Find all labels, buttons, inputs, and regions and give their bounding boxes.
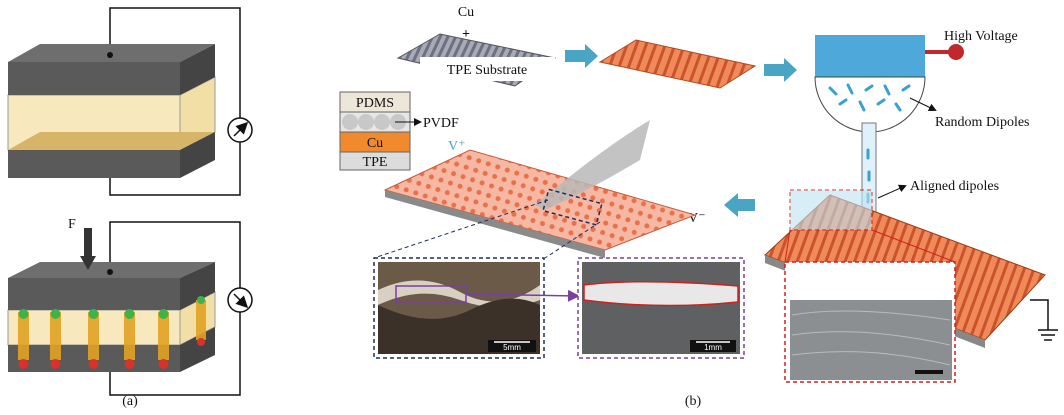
micrograph-sem-part: [584, 282, 738, 306]
device-unpressed-part: [107, 52, 113, 58]
electrospinning-head-part: [815, 35, 925, 77]
device-pressed-part-part: [158, 312, 169, 360]
device-pressed-part: [107, 269, 113, 275]
device-pressed-part-part: [124, 312, 135, 360]
device-unpressed-part: [8, 150, 180, 178]
force-label: F: [68, 217, 76, 232]
device-pressed-part-part: [50, 312, 61, 360]
layer-stack-part-part: [374, 114, 390, 130]
copper-strip: [600, 40, 755, 88]
substrate-strip: [398, 34, 555, 86]
figure: F (a) Cu + TPE Substrate High Voltage Ra…: [0, 0, 1064, 415]
device-pressed-part-part: [51, 309, 61, 319]
device-pressed-part-part: [19, 359, 29, 369]
device-unpressed: [8, 8, 252, 195]
device-pressed-part-part: [89, 359, 99, 369]
corrugated-sheet-part: [1030, 300, 1058, 340]
process-arrow: [565, 44, 598, 68]
device-unpressed-part: [8, 132, 215, 150]
device-unpressed-part: [8, 62, 180, 95]
random-dipoles-label: Random Dipoles: [935, 115, 1030, 130]
caption-b: (b): [685, 394, 702, 409]
device-pressed-part-part: [196, 300, 206, 340]
corrugated-sheet-part: [915, 370, 943, 374]
caption-a: (a): [122, 394, 138, 409]
process-arrow: [724, 193, 755, 217]
process-arrow: [764, 58, 797, 82]
device-pressed-part-part: [89, 309, 99, 319]
v-plus-label: V⁺: [448, 139, 466, 154]
device-pressed-part-part: [19, 309, 29, 319]
aligned-dipoles-label: Aligned dipoles: [910, 179, 999, 194]
substrate-label: TPE Substrate: [447, 63, 528, 78]
device-pressed-part-part: [159, 309, 169, 319]
device-pressed: [8, 222, 252, 395]
high-voltage-label: High Voltage: [944, 29, 1018, 44]
layer-label: Cu: [367, 136, 383, 151]
device-pressed-part-part: [197, 338, 205, 346]
generator-sheet: [374, 120, 695, 258]
electrospinning-head-part: [948, 44, 964, 60]
scale-bar-label: 1mm: [704, 343, 722, 352]
layer-label: PDMS: [356, 96, 394, 111]
device-pressed-part-part: [125, 359, 135, 369]
scale-bar-label: 5mm: [503, 343, 521, 352]
device-pressed-part-part: [51, 359, 61, 369]
device-pressed-part-part: [18, 312, 29, 360]
layer-stack-part-part: [358, 114, 374, 130]
device-pressed-part-part: [125, 309, 135, 319]
layer-label: PVDF: [423, 116, 459, 131]
device-pressed-part-part: [197, 296, 205, 304]
layer-label: TPE: [363, 155, 388, 170]
electrospinning-head-part: [878, 186, 905, 198]
corrugated-sheet: [765, 190, 1058, 382]
device-pressed-part-part: [88, 312, 99, 360]
device-pressed-part-part: [159, 359, 169, 369]
corrugated-sheet-part: [790, 190, 872, 230]
device-pressed-part: [8, 278, 180, 310]
device-pressed-part: [84, 228, 92, 258]
layer-stack-part-part: [342, 114, 358, 130]
cu-label: Cu: [458, 5, 474, 20]
